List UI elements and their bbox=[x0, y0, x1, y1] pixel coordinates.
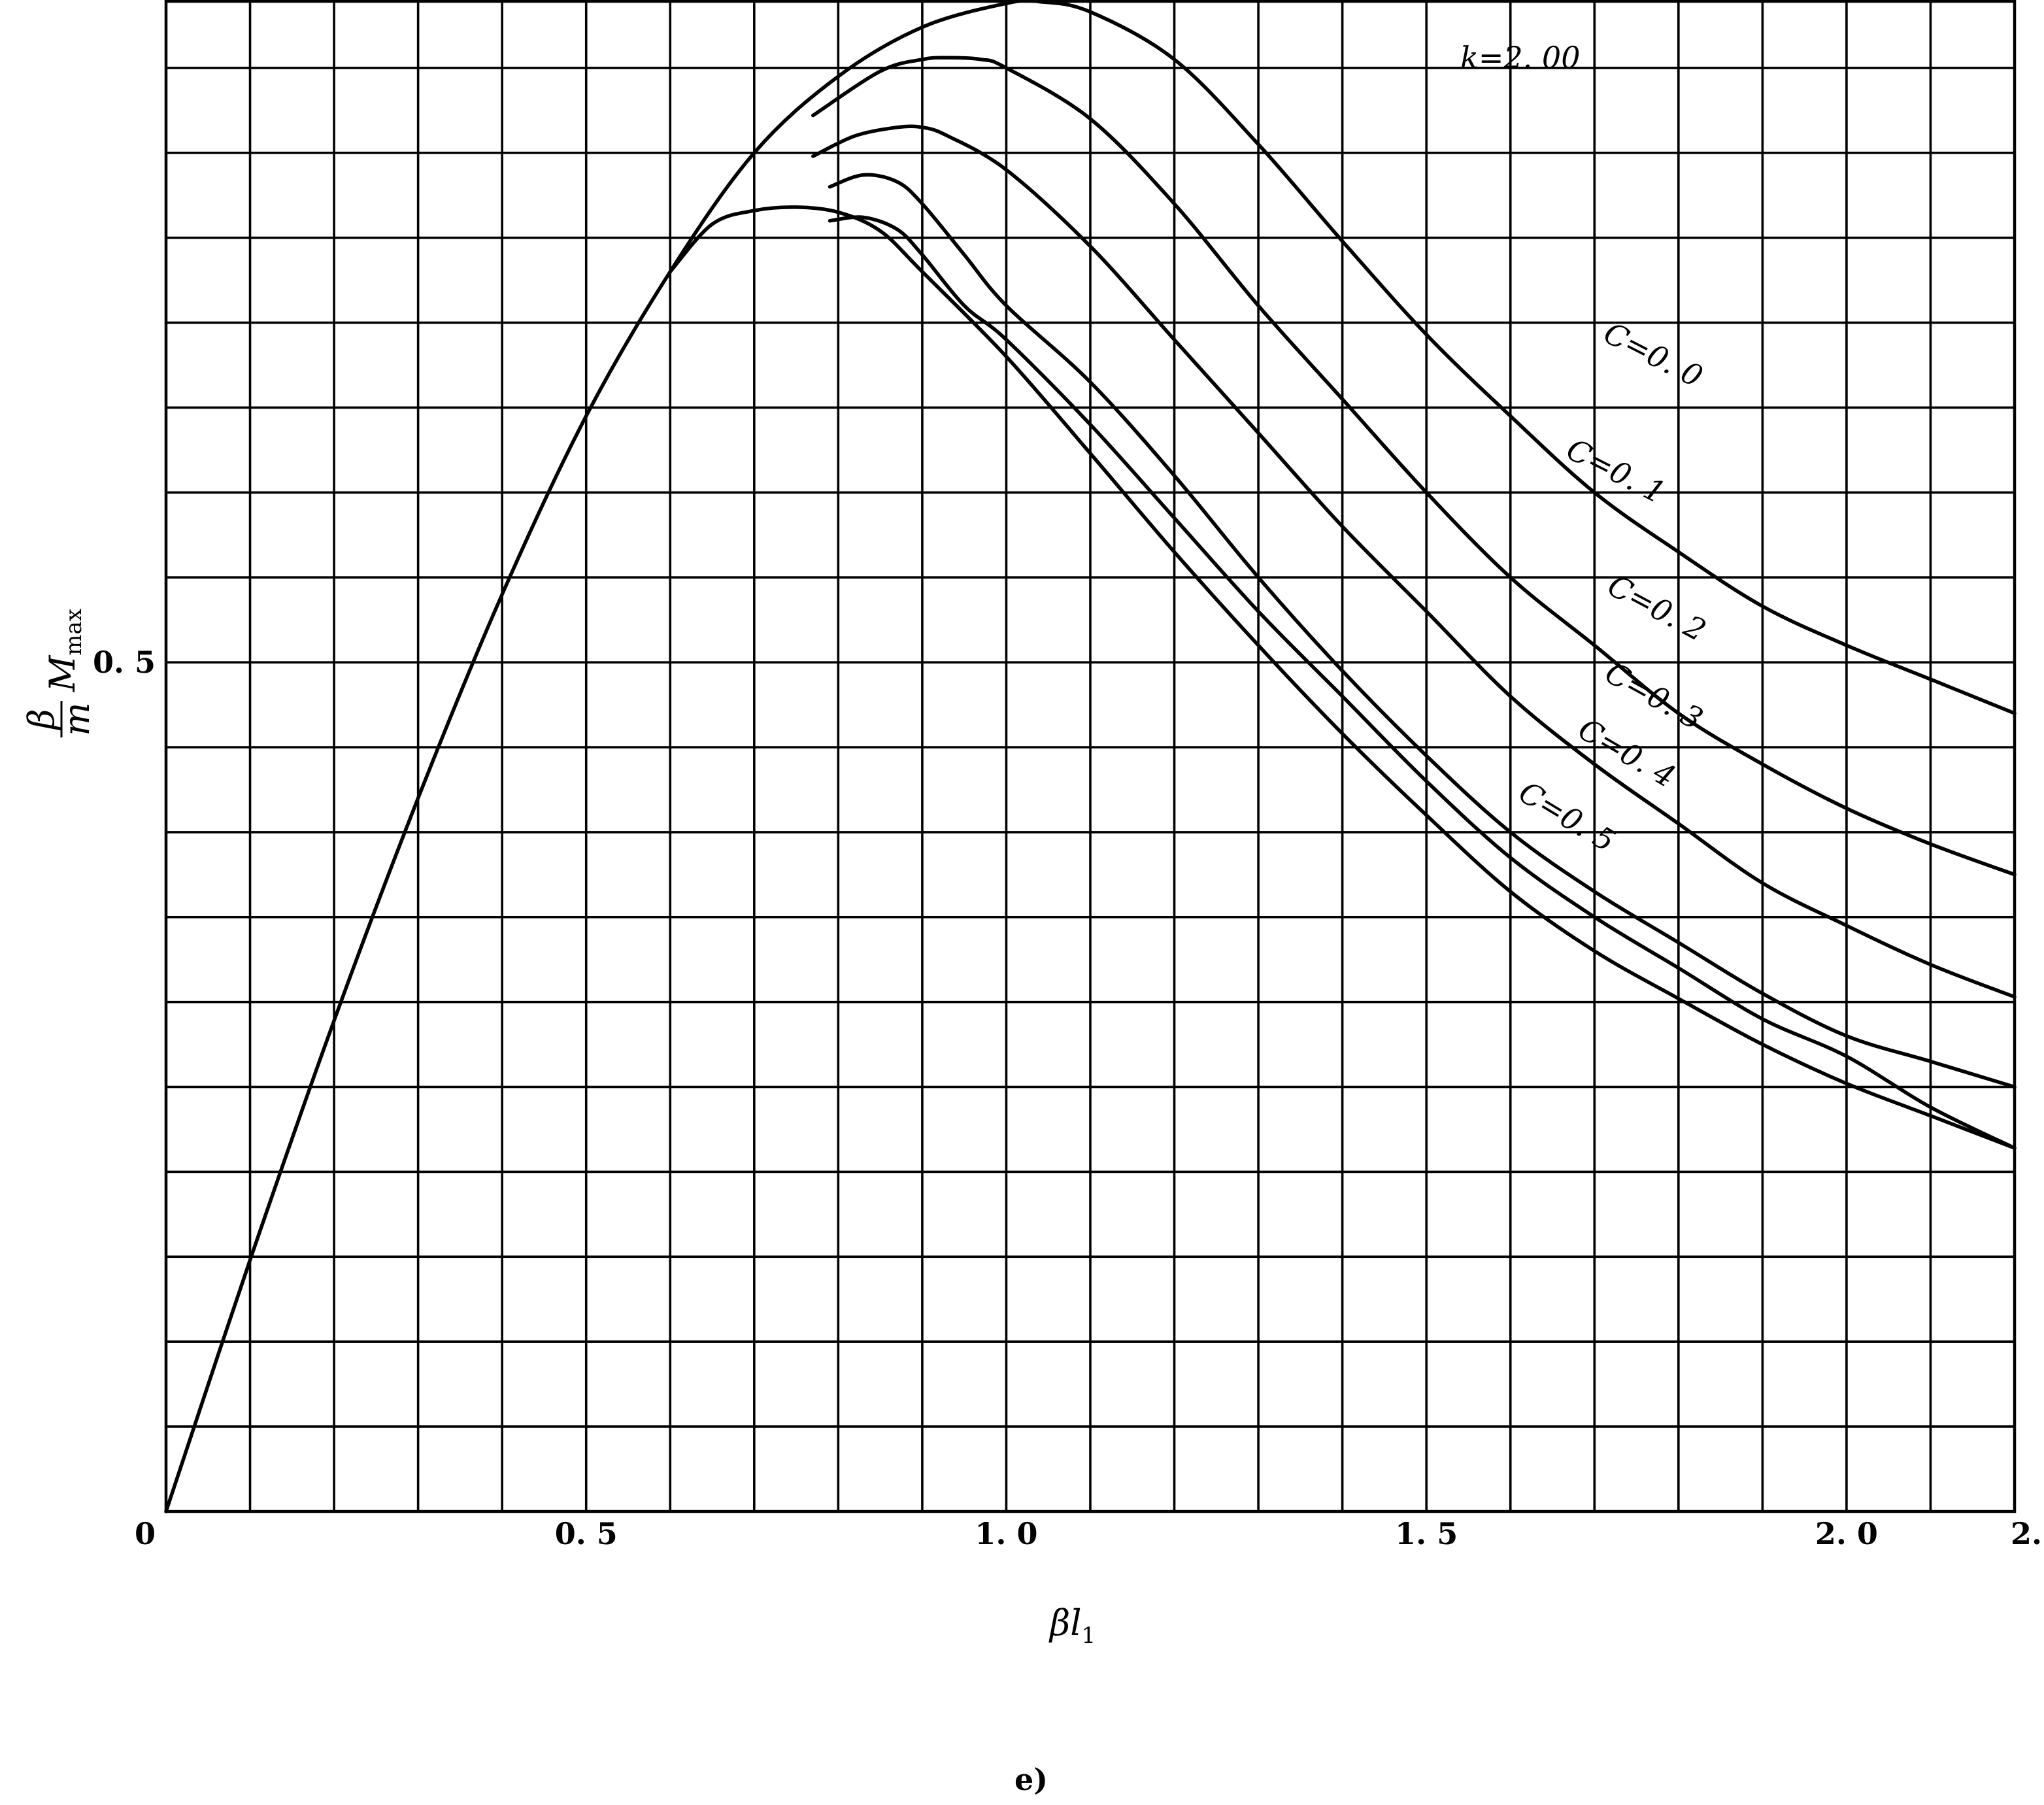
curves bbox=[164, 0, 2017, 1513]
y-tick-label: 0. 5 bbox=[93, 645, 156, 680]
x-tick-labels: 0 0. 5 1. 0 1. 5 2. 0 2. 2 bbox=[135, 1516, 2044, 1551]
x-tick-label: 0. 5 bbox=[555, 1516, 618, 1551]
plot-border bbox=[164, 0, 2017, 1513]
x-tick-label: 2. 0 bbox=[1815, 1516, 1878, 1551]
y-axis-label-denominator: m bbox=[56, 702, 97, 735]
series-line-2 bbox=[811, 124, 2017, 999]
y-axis-label-main: Mmax bbox=[42, 609, 87, 692]
series-line-3 bbox=[828, 173, 2017, 1089]
y-axis-label-numerator: β bbox=[21, 709, 62, 730]
x-tick-label: 2. 2 bbox=[2011, 1516, 2044, 1551]
plot-frame bbox=[164, 0, 2017, 1513]
figure-caption: e) bbox=[1014, 1762, 1048, 1797]
series-line-4 bbox=[828, 215, 2017, 1150]
x-tick-label: 0 bbox=[135, 1516, 156, 1551]
series-label-1: C=0. 1 bbox=[1561, 431, 1671, 511]
y-tick-labels: 0. 5 bbox=[93, 645, 156, 680]
series-line-1 bbox=[811, 56, 2017, 877]
series-line-0 bbox=[164, 0, 2017, 1513]
series-label-2: C=0. 2 bbox=[1602, 567, 1712, 649]
x-tick-label: 1. 5 bbox=[1395, 1516, 1458, 1551]
y-axis-label: β m Mmax bbox=[21, 609, 97, 737]
series-label-0: C=0. 0 bbox=[1598, 315, 1708, 394]
k-annotation: k=2. 00 bbox=[1460, 40, 1580, 75]
series-label-4: C=0. 4 bbox=[1573, 711, 1682, 795]
series-line-5 bbox=[668, 205, 2017, 1150]
series-label-3: C=0. 3 bbox=[1600, 654, 1709, 737]
x-tick-label: 1. 0 bbox=[975, 1516, 1037, 1551]
grid bbox=[166, 0, 2015, 1511]
x-axis-label: βl1 bbox=[1048, 1602, 1096, 1649]
